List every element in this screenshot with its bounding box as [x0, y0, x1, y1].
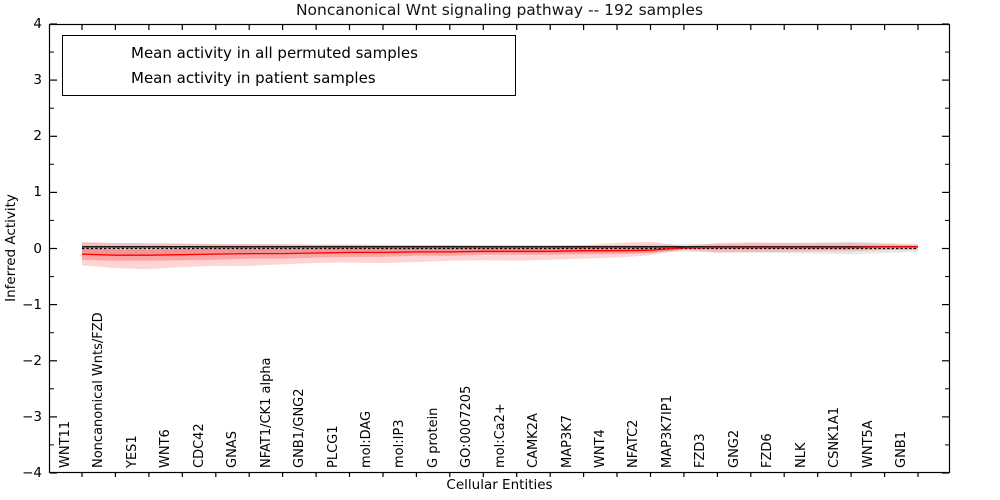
x-category-label: mol:DAG — [358, 410, 374, 468]
chart-title: Noncanonical Wnt signaling pathway -- 19… — [295, 1, 704, 19]
x-category-label: WNT11 — [58, 420, 73, 468]
x-category-label: G protein — [425, 407, 441, 468]
x-category-label: WNT6 — [158, 429, 174, 468]
x-category-label: mol:IP3 — [392, 419, 408, 468]
plot-svg — [48, 23, 951, 477]
x-category-label: NFAT1/CK1 alpha — [258, 357, 274, 468]
legend: Mean activity in all permuted samples Me… — [62, 35, 516, 96]
x-category-label: YES1 — [124, 435, 140, 468]
y-tick-label: 4 — [33, 16, 42, 32]
x-category-label: GO:0007205 — [459, 385, 475, 468]
x-category-label: FZD6 — [760, 433, 776, 468]
legend-item-permuted: Mean activity in all permuted samples — [63, 44, 515, 62]
x-category-label: Noncanonical Wnts/FZD — [91, 312, 107, 468]
x-category-label: CAMK2A — [526, 413, 542, 468]
y-tick-label: 1 — [33, 184, 42, 201]
x-category-label: GNB1 — [894, 431, 909, 468]
legend-item-patient: Mean activity in patient samples — [63, 69, 515, 87]
x-category-label: CSNK1A1 — [827, 406, 843, 468]
axes-frame — [48, 23, 951, 474]
plot-area — [48, 23, 951, 477]
y-tick-label: 2 — [33, 128, 42, 145]
y-tick-label: 0 — [33, 240, 42, 257]
legend-label-permuted: Mean activity in all permuted samples — [131, 43, 418, 62]
y-tick-label: −3 — [22, 408, 42, 425]
x-category-label: WNT5A — [860, 420, 876, 468]
band-patient-samples-std-band-inner — [82, 245, 918, 261]
x-category-label: CDC42 — [191, 423, 207, 468]
x-category-label: GNAS — [225, 431, 241, 468]
y-tick-label: 3 — [33, 72, 42, 89]
x-axis-label: Cellular Entities — [446, 477, 553, 493]
x-category-label: FZD3 — [693, 433, 709, 468]
x-category-label: mol:Ca2+ — [492, 403, 508, 468]
y-tick-label: −1 — [22, 296, 42, 313]
x-category-label: MAP3K7IP1 — [659, 395, 675, 468]
x-category-label: MAP3K7 — [559, 414, 575, 468]
series-line-patient — [81, 246, 918, 256]
x-category-label: NLK — [793, 442, 809, 469]
x-category-label: NFATC2 — [626, 419, 642, 468]
y-tick-label: −2 — [22, 352, 42, 369]
x-category-label: PLCG1 — [325, 425, 341, 468]
x-category-label: GNG2 — [726, 429, 742, 468]
x-category-label: WNT4 — [593, 429, 609, 468]
y-tick-label: −4 — [22, 465, 42, 481]
legend-label-patient: Mean activity in patient samples — [131, 69, 376, 88]
x-category-label: GNB1/GNG2 — [292, 388, 308, 468]
